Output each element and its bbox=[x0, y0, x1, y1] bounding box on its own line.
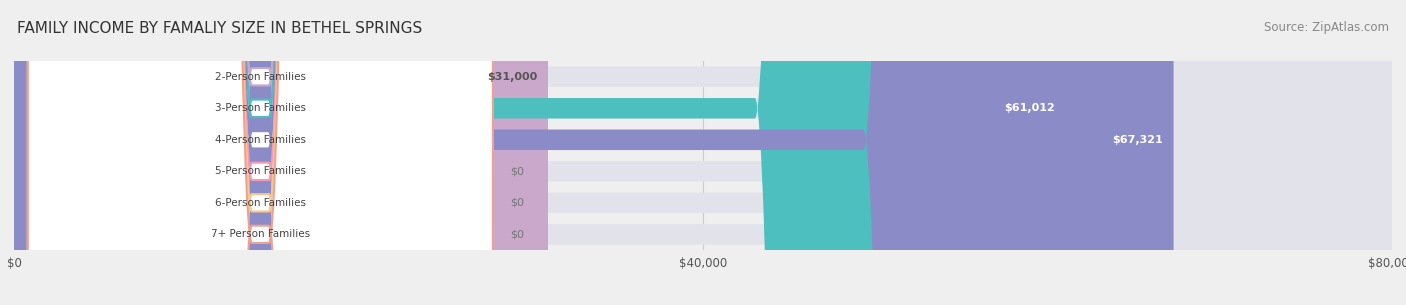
Text: $0: $0 bbox=[510, 198, 524, 208]
FancyBboxPatch shape bbox=[14, 0, 1392, 305]
FancyBboxPatch shape bbox=[14, 0, 1392, 305]
FancyBboxPatch shape bbox=[28, 0, 494, 305]
Text: Source: ZipAtlas.com: Source: ZipAtlas.com bbox=[1264, 21, 1389, 34]
Text: $0: $0 bbox=[510, 229, 524, 239]
FancyBboxPatch shape bbox=[14, 0, 1064, 305]
Text: $67,321: $67,321 bbox=[1112, 135, 1163, 145]
FancyBboxPatch shape bbox=[14, 0, 1392, 305]
Text: 7+ Person Families: 7+ Person Families bbox=[211, 229, 309, 239]
Text: 3-Person Families: 3-Person Families bbox=[215, 103, 307, 113]
FancyBboxPatch shape bbox=[28, 0, 494, 305]
Text: 6-Person Families: 6-Person Families bbox=[215, 198, 307, 208]
FancyBboxPatch shape bbox=[14, 0, 1392, 305]
Text: 5-Person Families: 5-Person Families bbox=[215, 166, 307, 176]
FancyBboxPatch shape bbox=[14, 0, 548, 305]
FancyBboxPatch shape bbox=[14, 0, 1392, 305]
FancyBboxPatch shape bbox=[14, 0, 1392, 305]
Text: $31,000: $31,000 bbox=[488, 72, 537, 82]
Text: FAMILY INCOME BY FAMALIY SIZE IN BETHEL SPRINGS: FAMILY INCOME BY FAMALIY SIZE IN BETHEL … bbox=[17, 21, 422, 36]
FancyBboxPatch shape bbox=[28, 0, 494, 305]
Text: $0: $0 bbox=[510, 166, 524, 176]
Text: $61,012: $61,012 bbox=[1004, 103, 1054, 113]
FancyBboxPatch shape bbox=[28, 0, 494, 305]
FancyBboxPatch shape bbox=[28, 0, 494, 305]
Text: 4-Person Families: 4-Person Families bbox=[215, 135, 307, 145]
FancyBboxPatch shape bbox=[14, 0, 1174, 305]
Text: 2-Person Families: 2-Person Families bbox=[215, 72, 307, 82]
FancyBboxPatch shape bbox=[28, 0, 494, 305]
